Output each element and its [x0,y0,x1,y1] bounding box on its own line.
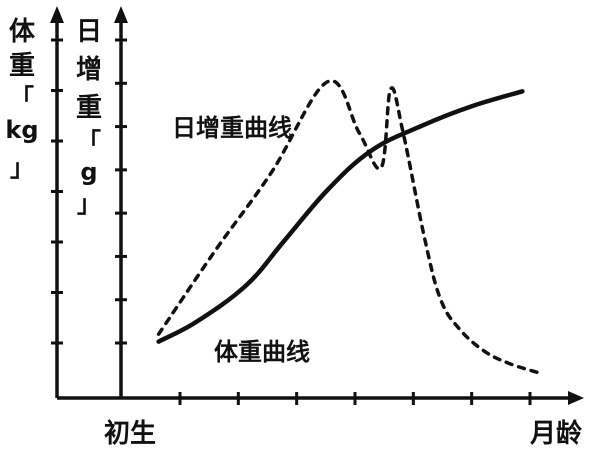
y-axis-gain-label-char-1: 增 [76,54,102,85]
x-axis-label: 月龄 [529,418,583,449]
y-axis-gain-label-char-3: 「 [77,128,101,156]
y-axis-gain-label-char-4: g [80,158,97,186]
series-line-1 [156,79,543,376]
y-axis-gain-arrow [114,6,128,23]
axes-layer [50,6,584,405]
y-axis-weight-label-char-1: 重 [9,51,35,81]
ticks-layer [51,38,532,405]
y-axis-weight-label-char-0: 体 [9,17,36,47]
y-axis-gain-label-char-0: 日 [76,17,102,47]
y-axis-weight-arrow [50,6,64,23]
y-axis-gain-label-char-2: 重 [76,93,102,123]
y-axis-gain-label-char-5: 」 [77,190,101,218]
y-axis-weight-label-char-2: 「 [10,84,34,112]
series-layer [156,79,543,376]
y-axis-weight-label-char-4: 」 [10,154,34,182]
x-axis-arrow [568,391,584,405]
y-axis-weight-label-char-3: kg [5,116,38,144]
annotation-gain-curve: 日增重曲线 [172,114,292,142]
annotation-weight-curve: 体重曲线 [214,338,310,366]
x-tick-label-birth: 初生 [104,419,156,449]
series-line-0 [156,89,525,344]
text-layer: 体 重 「 kg 」 日 增 重 「 g 」 初生 月龄 日增重曲线 体重曲线 [5,17,583,449]
